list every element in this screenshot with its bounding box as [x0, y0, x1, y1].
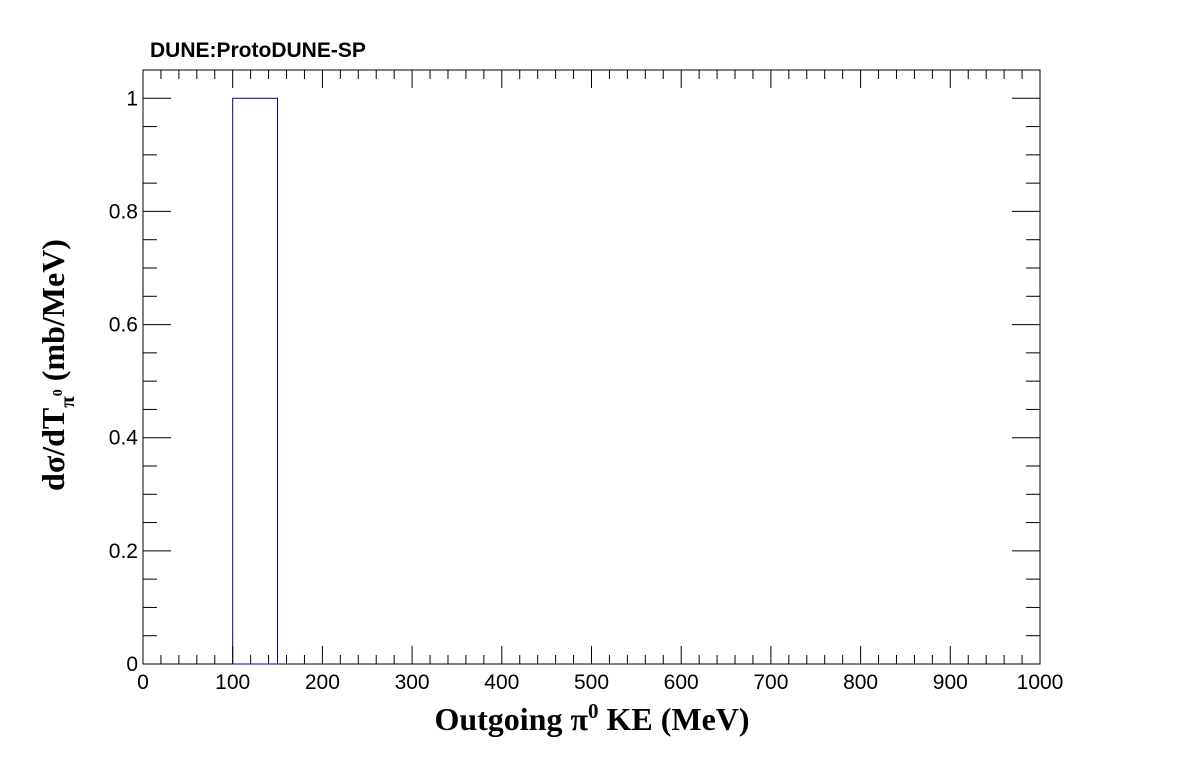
- y-axis-title-suffix: (mb/MeV): [35, 239, 71, 389]
- x-tick-label: 200: [305, 671, 340, 694]
- x-axis-title-prefix: Outgoing π: [434, 701, 588, 737]
- x-axis-ticks: [142, 70, 1041, 664]
- y-tick-label: 1: [126, 87, 138, 110]
- x-axis-tick-labels: 0 100 200 300 400 500 600 700 800 900 1000: [137, 671, 1063, 694]
- y-tick-label: 0: [126, 653, 138, 676]
- y-axis-title-sub: π: [55, 396, 79, 408]
- x-tick-label: 500: [574, 671, 609, 694]
- y-axis-ticks: [143, 69, 1040, 665]
- x-axis-title-sup: 0: [588, 699, 599, 723]
- y-axis-tick-labels: 0 0.2 0.4 0.6 0.8 1: [109, 87, 139, 676]
- x-tick-label: 300: [395, 671, 430, 694]
- histogram-bars: [232, 97, 279, 665]
- y-axis-title-subsup: 0: [51, 389, 66, 396]
- x-tick-label: 600: [664, 671, 699, 694]
- histogram-bar-0: [232, 97, 279, 665]
- x-tick-label: 100: [215, 671, 250, 694]
- y-tick-label: 0.4: [109, 427, 139, 450]
- y-tick-label: 0.8: [109, 200, 138, 223]
- x-axis-title: Outgoing π0 KE (MeV): [434, 699, 749, 737]
- y-axis-title-prefix: dσ/dT: [35, 408, 71, 491]
- x-tick-label: 400: [484, 671, 519, 694]
- x-tick-label: 900: [933, 671, 968, 694]
- x-tick-label: 700: [753, 671, 788, 694]
- x-tick-label: 0: [137, 671, 149, 694]
- y-axis-title: dσ/dTπ0 (mb/MeV): [35, 239, 79, 491]
- x-axis-title-suffix: KE (MeV): [599, 701, 750, 737]
- x-tick-label: 1000: [1017, 671, 1064, 694]
- y-tick-label: 0.6: [109, 314, 138, 337]
- x-tick-label: 800: [843, 671, 878, 694]
- chart-title: DUNE:ProtoDUNE-SP: [150, 39, 366, 62]
- y-tick-label: 0.2: [109, 540, 138, 563]
